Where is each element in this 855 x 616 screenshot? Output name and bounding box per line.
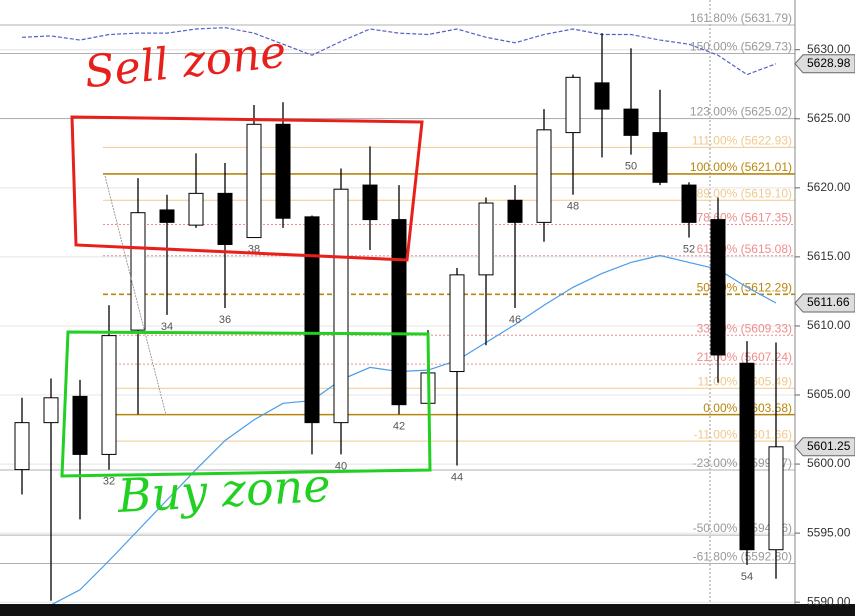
candle-body xyxy=(72,395,88,455)
y-tick-label: 5625.00 xyxy=(807,111,851,125)
fib-label: 123.00% (5625.02) xyxy=(690,105,792,119)
y-tick-label: 5595.00 xyxy=(807,525,851,539)
candle-body xyxy=(536,129,552,223)
candle-body xyxy=(43,397,59,424)
fib-label: 100.00% (5621.01) xyxy=(690,160,792,174)
fib-label: 89.00% (5619.10) xyxy=(697,186,792,200)
price-badge-label: 5628.98 xyxy=(807,56,851,70)
candle-body xyxy=(304,216,320,424)
candle-body xyxy=(507,199,523,223)
price-badge-label: 5611.66 xyxy=(807,295,850,309)
candle-body xyxy=(101,335,117,455)
candle-body xyxy=(130,212,146,331)
price-badge xyxy=(794,437,855,457)
bottom-bar xyxy=(0,604,855,616)
candle-body xyxy=(362,184,378,221)
sell-zone-box xyxy=(70,115,424,262)
series-line xyxy=(21,27,777,76)
candle-body xyxy=(623,108,639,136)
candle-body xyxy=(652,132,668,183)
candle-body xyxy=(710,219,726,356)
plot: 161.80% (5631.79) 150.00% (5629.73) 123.00… xyxy=(0,11,795,606)
candle-body xyxy=(681,184,697,223)
bar-number: 42 xyxy=(393,420,405,432)
candle-body xyxy=(565,76,581,134)
candle-body xyxy=(391,219,407,406)
fib-label: 150.00% (5629.73) xyxy=(690,40,792,54)
candle-body xyxy=(768,446,784,551)
bar-number: 44 xyxy=(451,471,463,483)
candle-body xyxy=(478,202,494,276)
candle-body xyxy=(275,123,291,219)
fib-anchor xyxy=(104,175,167,416)
candle-body xyxy=(159,209,175,223)
bar-number: 32 xyxy=(103,476,115,488)
y-tick-label: 5590.00 xyxy=(807,594,851,608)
fib-label: 161.80% (5631.79) xyxy=(690,11,792,25)
bar-number: 34 xyxy=(161,321,173,333)
candle-body xyxy=(188,192,204,226)
y-tick-label: 5630.00 xyxy=(807,42,851,56)
price-badge xyxy=(794,293,855,313)
bar-number: 52 xyxy=(683,243,695,255)
bar-number: 48 xyxy=(567,201,579,213)
price-badge xyxy=(794,54,855,74)
candle-body xyxy=(333,188,349,424)
fib-label: 111.00% (5622.93) xyxy=(692,134,792,148)
y-tick-label: 5615.00 xyxy=(807,249,851,263)
candle-body xyxy=(14,422,30,471)
candle-body xyxy=(449,274,465,373)
y-tick-label: 5610.00 xyxy=(807,318,851,332)
candle-body xyxy=(594,82,610,110)
y-tick-label: 5620.00 xyxy=(807,180,851,194)
fib-label: -61.80% (5592.80) xyxy=(693,550,792,564)
candle-body xyxy=(739,362,755,551)
y-tick-label: 5605.00 xyxy=(807,387,851,401)
buy-zone-box xyxy=(60,330,432,478)
price-badge-label: 5601.25 xyxy=(807,439,851,453)
bar-number: 36 xyxy=(219,314,231,326)
bar-number: 50 xyxy=(625,161,637,173)
bar-number: 40 xyxy=(335,460,347,472)
bar-number: 54 xyxy=(741,571,753,583)
candle-body xyxy=(217,192,233,245)
candle-body xyxy=(246,123,262,239)
bar-number: 46 xyxy=(509,314,521,326)
annotation: Buy zone xyxy=(115,458,331,523)
series-line xyxy=(50,254,777,606)
y-tick-label: 5600.00 xyxy=(807,456,851,470)
